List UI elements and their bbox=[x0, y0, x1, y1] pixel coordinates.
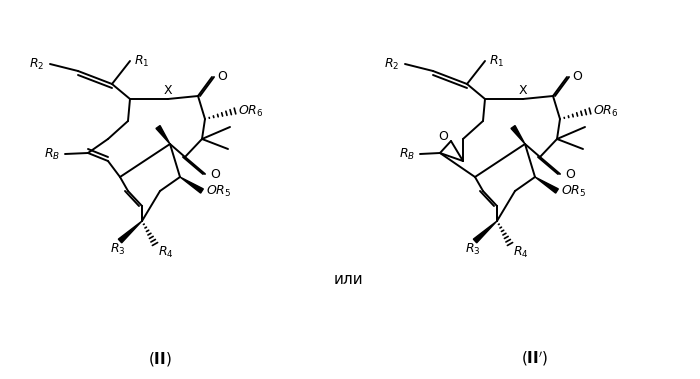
Polygon shape bbox=[473, 221, 497, 243]
Text: $R_1$: $R_1$ bbox=[134, 53, 149, 69]
Text: $OR_5$: $OR_5$ bbox=[206, 183, 232, 199]
Text: $R_3$: $R_3$ bbox=[110, 241, 126, 257]
Text: $OR_6$: $OR_6$ bbox=[238, 103, 263, 119]
Text: или: или bbox=[333, 271, 363, 287]
Polygon shape bbox=[156, 125, 170, 144]
Text: $R_4$: $R_4$ bbox=[513, 244, 528, 260]
Text: O: O bbox=[565, 168, 575, 180]
Text: O: O bbox=[210, 168, 220, 180]
Polygon shape bbox=[535, 177, 559, 193]
Text: $OR_5$: $OR_5$ bbox=[561, 183, 587, 199]
Text: $(\mathbf{II})$: $(\mathbf{II})$ bbox=[148, 350, 172, 368]
Polygon shape bbox=[511, 125, 525, 144]
Text: O: O bbox=[438, 130, 448, 143]
Polygon shape bbox=[180, 177, 203, 193]
Text: $R_B$: $R_B$ bbox=[44, 146, 60, 161]
Text: $R_3$: $R_3$ bbox=[466, 241, 481, 257]
Text: $(\mathbf{II'})$: $(\mathbf{II'})$ bbox=[522, 350, 549, 368]
Text: X: X bbox=[164, 83, 172, 97]
Text: $R_B$: $R_B$ bbox=[399, 146, 415, 161]
Text: $R_1$: $R_1$ bbox=[489, 53, 505, 69]
Text: O: O bbox=[217, 70, 227, 83]
Text: $R_2$: $R_2$ bbox=[29, 56, 44, 72]
Text: X: X bbox=[519, 83, 527, 97]
Text: $R_2$: $R_2$ bbox=[384, 56, 399, 72]
Text: $OR_6$: $OR_6$ bbox=[593, 103, 619, 119]
Text: $R_4$: $R_4$ bbox=[158, 244, 174, 260]
Polygon shape bbox=[118, 221, 142, 243]
Text: O: O bbox=[572, 70, 582, 83]
